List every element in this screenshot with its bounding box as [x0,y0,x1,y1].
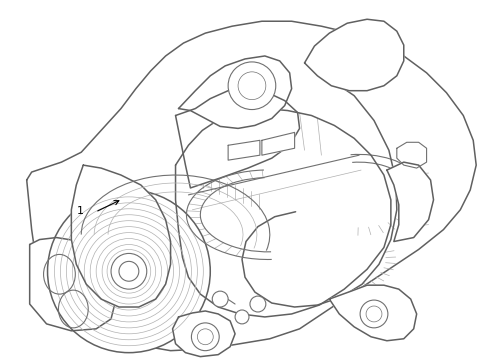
Polygon shape [30,238,116,331]
Polygon shape [178,56,292,129]
Polygon shape [175,109,391,317]
Circle shape [48,190,210,353]
Polygon shape [72,165,171,307]
Circle shape [228,62,276,109]
Polygon shape [329,285,416,341]
Circle shape [360,300,388,328]
Circle shape [235,310,249,324]
Polygon shape [387,162,434,242]
Polygon shape [262,132,294,155]
Circle shape [192,323,219,351]
Polygon shape [305,19,404,91]
Circle shape [250,296,266,312]
Circle shape [111,253,147,289]
Polygon shape [228,140,260,160]
Polygon shape [242,79,397,307]
Polygon shape [397,142,427,168]
Polygon shape [172,311,235,357]
Circle shape [212,291,228,307]
Text: 1: 1 [77,206,84,216]
Polygon shape [175,89,299,188]
Polygon shape [26,21,476,351]
